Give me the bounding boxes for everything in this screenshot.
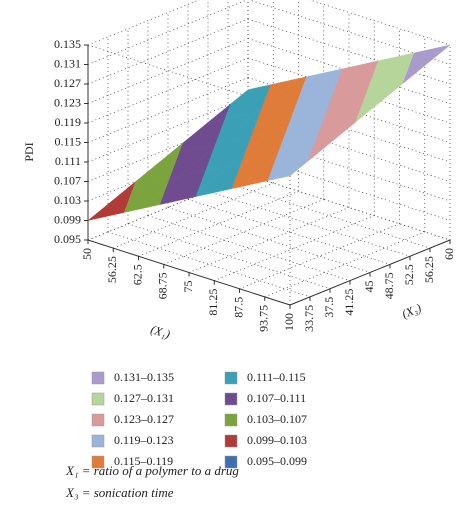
z-tick-label: 0.135	[54, 37, 81, 51]
grid-line	[187, 198, 391, 265]
legend-swatch	[91, 413, 105, 427]
z-axis-label: PDI	[22, 142, 36, 161]
z-tick-label: 0.115	[54, 134, 81, 148]
grid-line	[247, 77, 451, 143]
surface-cell	[359, 44, 451, 90]
legend-label: 0.095–0.099	[247, 454, 307, 468]
grid-line	[163, 199, 324, 265]
legend-label: 0.111–0.115	[247, 370, 306, 384]
legend-label: 0.099–0.103	[247, 433, 307, 447]
grid-line	[247, 135, 451, 202]
x-tick-label: 62.5	[130, 264, 144, 285]
z-tick-label: 0.111	[55, 154, 81, 168]
legend-label: 0.123–0.127	[114, 412, 174, 426]
y-tick-label: 37.5	[322, 297, 336, 318]
note: X₁ = ratio of a polymer to a drug	[65, 463, 239, 478]
legend-label: 0.131–0.135	[114, 370, 174, 384]
grid-line	[207, 190, 411, 257]
y-tick-label: 56.25	[422, 256, 436, 283]
grid-line	[87, 38, 249, 104]
grid-line	[87, 116, 249, 182]
grid-line	[87, 0, 200, 46]
z-tick-label: 0.103	[54, 193, 81, 207]
legend-swatch	[224, 413, 238, 427]
y-tick-label: 45	[362, 281, 376, 293]
grid-line	[247, 174, 451, 241]
grid-line	[138, 190, 299, 257]
grid-line	[87, 57, 249, 124]
legend-label: 0.115–0.119	[114, 454, 173, 468]
grid-line	[87, 96, 249, 163]
legend-swatch	[224, 371, 238, 385]
x-tick-label: 87.5	[231, 297, 245, 318]
x-tick-label: 68.75	[156, 272, 170, 299]
grid-line	[264, 231, 425, 298]
grid-line	[239, 223, 400, 290]
x-tick-label: 93.75	[257, 305, 271, 332]
grid-line	[127, 223, 331, 290]
y-axis-label: (X₃)	[400, 301, 423, 321]
legend-label: 0.103–0.107	[247, 412, 307, 426]
z-tick-label: 0.099	[54, 212, 81, 226]
x-tick-label: 50	[80, 248, 94, 260]
z-tick-label: 0.119	[54, 115, 81, 129]
legend-label: 0.107–0.111	[247, 391, 306, 405]
grid-line	[308, 0, 451, 46]
legend-swatch	[91, 392, 105, 406]
grid-line	[214, 215, 375, 281]
x-axis-label: (X₁)	[149, 322, 172, 341]
y-tick-label: 52.5	[402, 264, 416, 285]
x-tick-label: 100	[282, 313, 296, 331]
z-tick-label: 0.123	[54, 95, 81, 109]
grid-line	[113, 182, 274, 249]
grid-line	[147, 215, 351, 282]
z-tick-label: 0.095	[54, 232, 81, 246]
grid-line	[247, 38, 451, 104]
legend-label: 0.127–0.131	[114, 391, 174, 405]
z-tick-label: 0.107	[54, 173, 81, 187]
grid-line	[107, 231, 311, 298]
y-tick-label: 41.25	[342, 289, 356, 316]
grid-line	[87, 18, 249, 85]
legend-swatch	[91, 371, 105, 385]
grid-line	[87, 135, 249, 202]
legend-label: 0.119–0.123	[114, 433, 174, 447]
grid-line	[227, 182, 431, 249]
grid-line	[167, 207, 371, 273]
grid-line	[247, 18, 451, 85]
y-tick-label: 33.75	[302, 305, 316, 332]
y-tick-label: 60	[442, 248, 456, 260]
grid-line	[247, 96, 451, 163]
grid-line	[188, 207, 350, 273]
grid-line	[87, 174, 249, 241]
grid-line	[247, 57, 451, 124]
z-tick-label: 0.127	[54, 76, 81, 90]
x-tick-label: 75	[181, 281, 195, 293]
grid-line	[87, 77, 249, 143]
grid-line	[247, 155, 451, 221]
y-tick-label: 48.75	[382, 272, 396, 299]
legend-swatch	[224, 434, 238, 448]
x-tick-label: 81.25	[206, 289, 220, 316]
legend-swatch	[91, 455, 105, 469]
grid-line	[247, 116, 451, 182]
legend-swatch	[224, 455, 238, 469]
legend-swatch	[224, 392, 238, 406]
legend-swatch	[91, 434, 105, 448]
x-tick-label: 56.25	[105, 256, 119, 283]
z-tick-label: 0.131	[54, 56, 81, 70]
note: X₃ = sonication time	[65, 485, 174, 500]
